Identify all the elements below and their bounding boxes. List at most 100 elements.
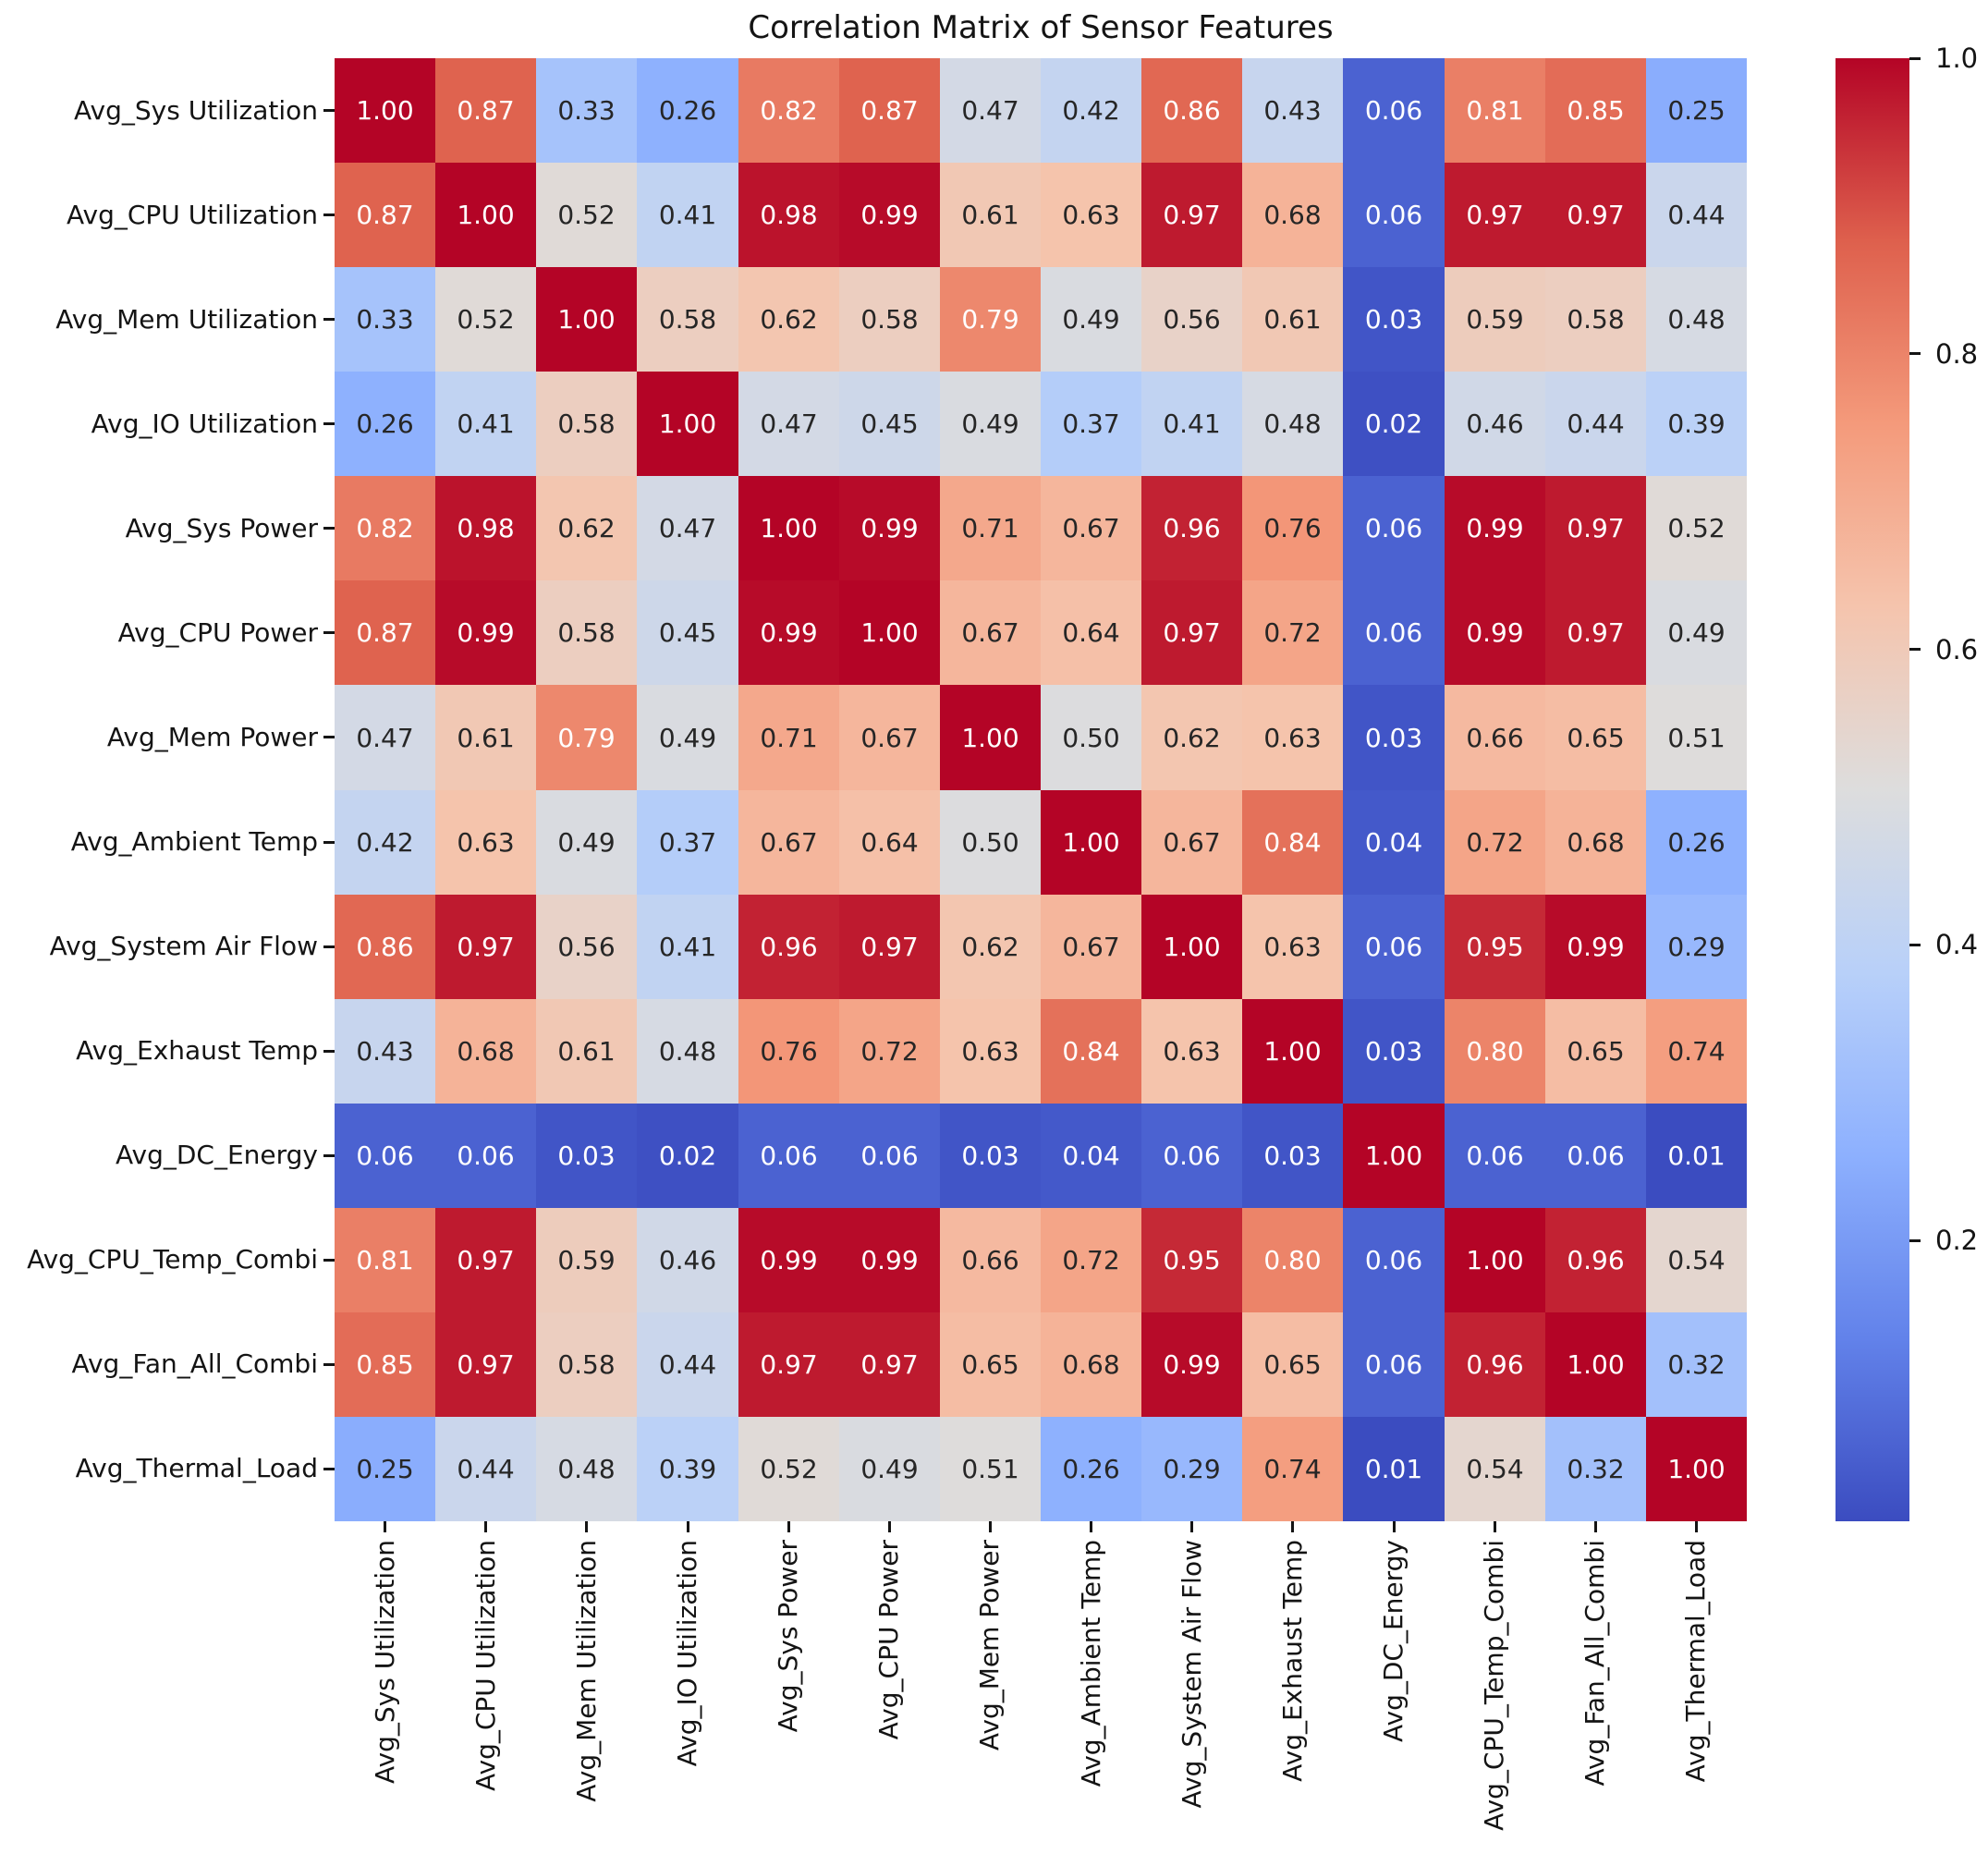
heatmap-cell: 0.48 bbox=[637, 999, 738, 1104]
heatmap-cell: 0.65 bbox=[1545, 999, 1646, 1104]
x-tick bbox=[484, 1521, 488, 1532]
heatmap-cell: 1.00 bbox=[335, 58, 435, 163]
heatmap-cell: 0.47 bbox=[940, 58, 1041, 163]
heatmap-cell: 0.52 bbox=[738, 1417, 839, 1521]
heatmap-cell: 0.26 bbox=[335, 372, 435, 476]
heatmap-cell: 0.42 bbox=[335, 790, 435, 895]
heatmap-cell: 0.97 bbox=[1141, 163, 1242, 267]
heatmap-cell: 0.06 bbox=[1343, 476, 1445, 580]
x-tick bbox=[1090, 1521, 1093, 1532]
y-tick bbox=[323, 631, 335, 635]
heatmap-cell: 0.47 bbox=[335, 685, 435, 790]
heatmap-cell: 0.06 bbox=[1141, 1104, 1242, 1208]
heatmap-cell: 0.33 bbox=[536, 58, 637, 163]
y-tick-label: Avg_DC_Energy bbox=[116, 1140, 318, 1171]
y-tick-label: Avg_System Air Flow bbox=[49, 931, 318, 962]
heatmap-cell: 0.26 bbox=[1041, 1417, 1141, 1521]
heatmap-cell: 0.43 bbox=[1242, 58, 1343, 163]
heatmap-cell: 0.41 bbox=[637, 895, 738, 999]
heatmap-cell: 0.85 bbox=[1545, 58, 1646, 163]
heatmap-cell: 0.96 bbox=[738, 895, 839, 999]
heatmap-cell: 0.63 bbox=[435, 790, 536, 895]
y-tick-label: Avg_Thermal_Load bbox=[75, 1453, 318, 1484]
heatmap-cell: 0.54 bbox=[1445, 1417, 1545, 1521]
heatmap-cell: 0.97 bbox=[1545, 580, 1646, 685]
y-tick bbox=[323, 109, 335, 113]
colorbar-tick bbox=[1909, 943, 1921, 946]
x-tick bbox=[1291, 1521, 1295, 1532]
heatmap-cell: 0.03 bbox=[1343, 999, 1445, 1104]
x-tick bbox=[1190, 1521, 1194, 1532]
heatmap-cell: 0.71 bbox=[738, 685, 839, 790]
y-tick bbox=[323, 527, 335, 531]
heatmap-cell: 0.97 bbox=[1545, 476, 1646, 580]
heatmap-cell: 0.46 bbox=[637, 1208, 738, 1312]
y-tick bbox=[323, 1153, 335, 1157]
colorbar-tick bbox=[1909, 648, 1921, 652]
heatmap-cell: 0.39 bbox=[637, 1417, 738, 1521]
heatmap-cell: 1.00 bbox=[637, 372, 738, 476]
heatmap-cell: 0.72 bbox=[1445, 790, 1545, 895]
heatmap-cell: 0.99 bbox=[839, 476, 940, 580]
heatmap-cell: 1.00 bbox=[435, 163, 536, 267]
heatmap-cell: 0.44 bbox=[1545, 372, 1646, 476]
heatmap-cell: 0.67 bbox=[738, 790, 839, 895]
heatmap-cell: 0.79 bbox=[536, 685, 637, 790]
x-tick bbox=[384, 1521, 387, 1532]
heatmap-cell: 0.49 bbox=[839, 1417, 940, 1521]
heatmap-cell: 0.58 bbox=[637, 267, 738, 372]
heatmap-cell: 0.47 bbox=[738, 372, 839, 476]
chart-title: Correlation Matrix of Sensor Features bbox=[748, 9, 1334, 46]
y-tick bbox=[323, 213, 335, 217]
heatmap-cell: 0.95 bbox=[1141, 1208, 1242, 1312]
y-tick bbox=[323, 1362, 335, 1366]
heatmap-grid: 1.00 0.87 0.33 0.26 0.82 0.87 0.47 0.42 0.86 0.43… bbox=[335, 58, 1747, 1521]
heatmap-cell: 0.39 bbox=[1646, 372, 1747, 476]
heatmap-cell: 0.06 bbox=[738, 1104, 839, 1208]
heatmap-cell: 0.58 bbox=[536, 372, 637, 476]
heatmap-cell: 0.37 bbox=[637, 790, 738, 895]
heatmap-cell: 0.48 bbox=[1242, 372, 1343, 476]
y-tick-label: Avg_CPU_Temp_Combi bbox=[27, 1244, 318, 1275]
heatmap-cell: 0.74 bbox=[1646, 999, 1747, 1104]
heatmap-cell: 0.80 bbox=[1242, 1208, 1343, 1312]
x-tick bbox=[1694, 1521, 1698, 1532]
y-tick-label: Avg_Mem Utilization bbox=[55, 303, 318, 335]
heatmap-cell: 0.71 bbox=[940, 476, 1041, 580]
heatmap-cell: 0.99 bbox=[1545, 895, 1646, 999]
heatmap-cell: 0.97 bbox=[435, 1312, 536, 1417]
heatmap-cell: 0.97 bbox=[839, 1312, 940, 1417]
heatmap-cell: 0.82 bbox=[738, 58, 839, 163]
heatmap-cell: 0.37 bbox=[1041, 372, 1141, 476]
heatmap-cell: 1.00 bbox=[1242, 999, 1343, 1104]
heatmap-cell: 0.68 bbox=[1545, 790, 1646, 895]
heatmap-cell: 0.61 bbox=[435, 685, 536, 790]
heatmap-cell: 0.99 bbox=[839, 1208, 940, 1312]
heatmap-cell: 0.81 bbox=[335, 1208, 435, 1312]
heatmap-cell: 0.63 bbox=[1141, 999, 1242, 1104]
heatmap-cell: 0.04 bbox=[1343, 790, 1445, 895]
heatmap-cell: 0.79 bbox=[940, 267, 1041, 372]
heatmap-cell: 0.87 bbox=[839, 58, 940, 163]
heatmap-cell: 0.06 bbox=[839, 1104, 940, 1208]
heatmap-cell: 0.49 bbox=[940, 372, 1041, 476]
x-tick bbox=[887, 1521, 891, 1532]
heatmap-cell: 0.99 bbox=[435, 580, 536, 685]
heatmap-cell: 0.66 bbox=[940, 1208, 1041, 1312]
y-tick-label: Avg_CPU Utilization bbox=[67, 199, 318, 230]
heatmap-cell: 0.67 bbox=[1141, 790, 1242, 895]
x-tick bbox=[988, 1521, 992, 1532]
heatmap-cell: 0.97 bbox=[738, 1312, 839, 1417]
heatmap-cell: 0.97 bbox=[1141, 580, 1242, 685]
heatmap-cell: 0.58 bbox=[536, 1312, 637, 1417]
heatmap-cell: 1.00 bbox=[1141, 895, 1242, 999]
heatmap-cell: 0.54 bbox=[1646, 1208, 1747, 1312]
heatmap-cell: 0.76 bbox=[1242, 476, 1343, 580]
heatmap-cell: 0.44 bbox=[435, 1417, 536, 1521]
heatmap-cell: 0.26 bbox=[637, 58, 738, 163]
colorbar-tick bbox=[1909, 56, 1921, 60]
heatmap-cell: 0.97 bbox=[839, 895, 940, 999]
heatmap-cell: 0.49 bbox=[1041, 267, 1141, 372]
heatmap-cell: 0.47 bbox=[637, 476, 738, 580]
heatmap-cell: 0.03 bbox=[940, 1104, 1041, 1208]
